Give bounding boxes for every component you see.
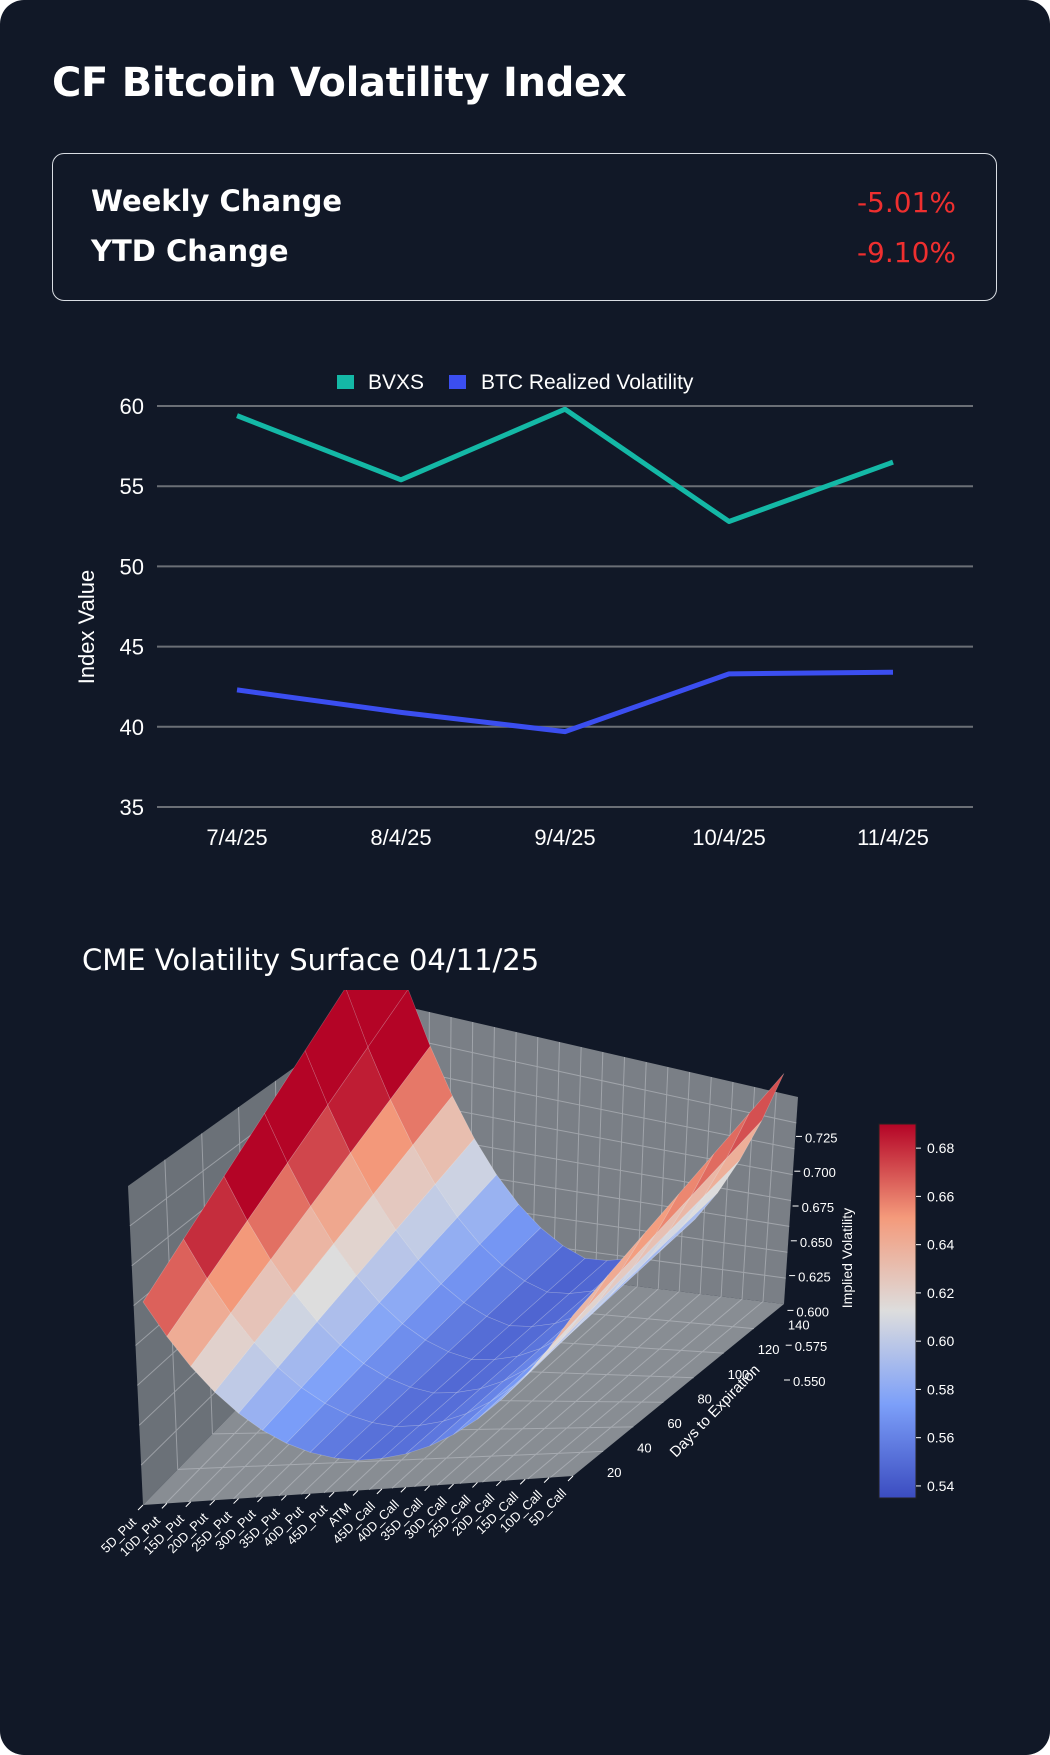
pane-grid-line xyxy=(177,1450,604,1470)
surface-cell xyxy=(548,1274,609,1349)
y-axis-label: Index Value xyxy=(74,570,99,685)
colorbar-tick-label: 0.62 xyxy=(927,1285,954,1301)
pane-grid-line xyxy=(436,1288,659,1486)
y-tick-label: 35 xyxy=(120,795,144,820)
page-title: CF Bitcoin Volatility Index xyxy=(52,60,627,106)
x-tick-mark xyxy=(304,1493,311,1500)
colorbar-tick-label: 0.54 xyxy=(927,1478,954,1494)
x-tick-mark xyxy=(185,1501,192,1508)
pane-grid-line xyxy=(550,1301,764,1478)
x-tick-mark xyxy=(352,1490,359,1496)
x-tick-label: 8/4/25 xyxy=(370,825,431,850)
pane-grid-line xyxy=(482,1293,701,1483)
z-tick-label: 0.575 xyxy=(795,1339,828,1354)
z-tick-label: 0.675 xyxy=(802,1200,835,1215)
ytd-change-label: YTD Change xyxy=(91,234,289,268)
days-tick-label: 40 xyxy=(637,1441,651,1456)
legend-swatch-realized xyxy=(449,375,466,389)
pane-grid-line xyxy=(504,1296,722,1481)
x-tick-mark xyxy=(257,1496,263,1503)
colorbar-tick-label: 0.58 xyxy=(927,1381,954,1397)
y-tick-label: 60 xyxy=(120,394,144,419)
x-tick-label: 7/4/25 xyxy=(206,825,267,850)
stats-panel: Weekly Change -5.01% YTD Change -9.10% xyxy=(52,153,997,301)
x-tick-label: 11/4/25 xyxy=(857,825,929,850)
x-tick-mark xyxy=(519,1478,526,1485)
legend-swatch-bvxs xyxy=(337,375,354,389)
days-tick-label: 80 xyxy=(697,1391,711,1406)
x-tick-mark xyxy=(376,1488,383,1495)
colorbar-tick-label: 0.64 xyxy=(927,1237,954,1253)
y-tick-label: 55 xyxy=(120,474,144,499)
days-tick-label: 20 xyxy=(607,1465,621,1480)
days-tick-label: 100 xyxy=(728,1367,750,1382)
colorbar-tick-label: 0.56 xyxy=(927,1430,954,1446)
x-tick-mark xyxy=(137,1504,144,1511)
volatility-surface-chart: 5D_Put10D_Put15D_Put20D_Put25D_Put30D_Pu… xyxy=(98,990,954,1559)
surface-mesh xyxy=(142,990,785,1461)
series-line-bvxs xyxy=(236,406,894,524)
z-tick-label: 0.600 xyxy=(796,1304,829,1319)
days-tick-label: 60 xyxy=(667,1416,681,1431)
series-line-realized xyxy=(236,669,894,735)
x-tick-mark xyxy=(472,1482,478,1488)
colorbar-tick-label: 0.68 xyxy=(927,1140,954,1156)
surface-cell xyxy=(726,1073,785,1159)
pane-grid-line xyxy=(527,1298,743,1480)
x-tick-mark xyxy=(567,1475,574,1482)
z-tick-label: 0.700 xyxy=(803,1165,836,1180)
z-tick-label: 0.625 xyxy=(798,1270,831,1285)
y-tick-label: 50 xyxy=(120,554,144,579)
surface-title: CME Volatility Surface 04/11/25 xyxy=(82,943,540,977)
x-tick-mark xyxy=(328,1491,335,1498)
colorbar-tick-label: 0.66 xyxy=(927,1188,954,1204)
stat-row-weekly: Weekly Change -5.01% xyxy=(91,184,956,224)
weekly-change-value: -5.01% xyxy=(856,186,956,219)
weekly-change-label: Weekly Change xyxy=(91,184,343,218)
x-tick-mark xyxy=(448,1483,454,1490)
y-tick-label: 40 xyxy=(120,715,144,740)
pane-grid-line xyxy=(385,1065,795,1150)
y-axis-ticks: 35 40 45 50 55 60 xyxy=(120,394,144,820)
x-tick-mark xyxy=(543,1477,550,1483)
pane-grid-line xyxy=(414,1285,638,1488)
series-lines xyxy=(236,406,894,735)
legend-label-realized: BTC Realized Volatility xyxy=(481,371,694,394)
colorbar: 0.54 0.56 0.58 0.60 0.62 0.64 0.66 0.68 xyxy=(878,1123,954,1499)
x-tick-mark xyxy=(209,1499,216,1506)
x-tick-mark xyxy=(495,1480,502,1487)
x-tick-label: 10/4/25 xyxy=(692,825,765,850)
ytd-change-value: -9.10% xyxy=(856,236,956,269)
x-tick-label: 9/4/25 xyxy=(534,825,595,850)
line-chart: 35 40 45 50 55 60 7/4/25 8/4/25 9/4/25 10/4/25 11… xyxy=(74,371,973,850)
days-tick-label: 140 xyxy=(788,1318,810,1333)
x-tick-mark xyxy=(161,1503,168,1509)
legend[interactable]: BVXS BTC Realized Volatility xyxy=(337,371,694,394)
days-tick-label: 120 xyxy=(758,1342,780,1357)
x-axis-ticks: 7/4/25 8/4/25 9/4/25 10/4/25 11/4/25 xyxy=(206,825,928,850)
colorbar-tick-label: 0.60 xyxy=(927,1333,954,1349)
legend-label-bvxs: BVXS xyxy=(368,371,424,394)
z-tick-label: 0.650 xyxy=(800,1235,833,1250)
z-tick-label: 0.725 xyxy=(805,1130,838,1145)
stat-row-ytd: YTD Change -9.10% xyxy=(91,234,956,274)
x-tick-mark xyxy=(280,1494,287,1501)
y-tick-label: 45 xyxy=(120,635,144,660)
z-axis-label: Implied Volatility xyxy=(839,1208,855,1308)
x-tick-mark xyxy=(424,1485,431,1492)
x-tick-mark xyxy=(233,1498,239,1504)
colorbar-gradient xyxy=(878,1123,917,1499)
grid-lines xyxy=(157,405,973,808)
pane-grid-line xyxy=(459,1290,680,1485)
pane-grid-line xyxy=(385,1033,797,1124)
z-tick-label: 0.550 xyxy=(793,1374,826,1389)
x-tick-mark xyxy=(400,1486,407,1493)
